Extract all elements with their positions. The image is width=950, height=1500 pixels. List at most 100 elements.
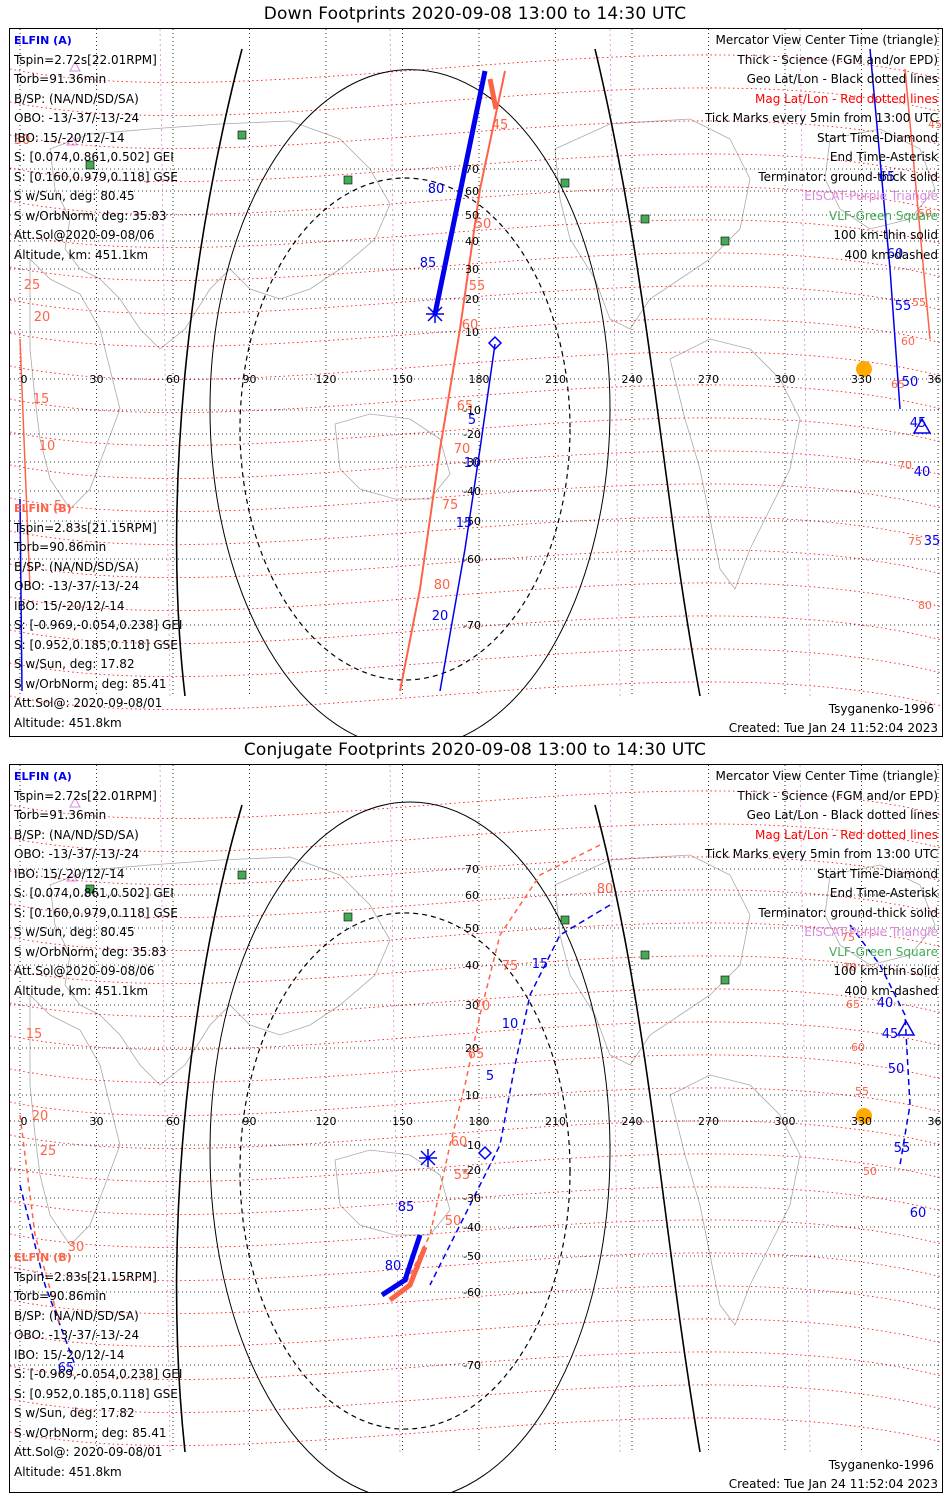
eiscat-purple-triangle: [66, 134, 78, 146]
vlf-green-square: [720, 236, 730, 246]
mag-lat-line: [10, 384, 942, 413]
lat-tick-label: -60: [463, 553, 481, 566]
mag-lat-line: [10, 1384, 942, 1413]
mag-lat-line: [10, 1417, 942, 1446]
eiscat-lines: [159, 29, 811, 697]
mag-lat-label: 15: [33, 392, 50, 407]
mag-lat-label: 60: [451, 1135, 468, 1150]
elfin-a-science-track: [380, 1234, 423, 1298]
elfin-a-time-label: 55: [894, 1141, 911, 1156]
elfin-a-time-label: 85: [420, 256, 437, 271]
vlf-green-square: [237, 130, 247, 140]
mag-lat-label: 80: [434, 578, 451, 593]
mag-lat-line: [10, 1186, 942, 1215]
model-name: Tsyganenko-1996: [828, 702, 934, 716]
elfin-a-time-label: 85: [398, 1200, 415, 1215]
mag-lat-line: [10, 648, 942, 677]
elfin-a-time-label: 10: [502, 1017, 519, 1032]
fov-100km-ellipse: [209, 69, 611, 736]
start-diamond-icon: [477, 1145, 493, 1161]
fov-400km-ellipse: [239, 177, 571, 681]
fov-400km-ellipse: [239, 912, 571, 1430]
lat-tick-label: -70: [463, 619, 481, 632]
mag-lat-label: 70: [454, 442, 471, 457]
continent-outline: [49, 856, 391, 1086]
info-line: S w/Sun, deg: 17.82: [14, 1406, 135, 1420]
created-timestamp: Created: Tue Jan 24 11:52:04 2023: [728, 721, 938, 735]
legend-entry: Thick - Science (FGM and/or EPD): [737, 52, 938, 67]
vlf-green-square: [720, 975, 730, 985]
elfin-b-time-label: 65: [891, 378, 905, 391]
legend-entry: Tick Marks every 5min from 13:00 UTC: [704, 111, 938, 125]
eiscat-meridian: [609, 765, 621, 1453]
lon-tick-label: 330: [851, 1115, 872, 1128]
elfin-b-info-block: ELFIN (B) Tspin=2.83s[21.15RPM] Torb=90.86…: [14, 1248, 182, 1482]
lon-tick-label: 330: [851, 373, 872, 386]
lat-tick-label: 70: [465, 863, 479, 876]
elfin-a-time-label: 15: [456, 516, 473, 531]
vlf-stations: [85, 130, 730, 246]
mag-lat-label: 70: [474, 999, 491, 1014]
lat-tick-label: -50: [463, 1250, 481, 1263]
elfin-b-time-labels: 45 50 55 60 65 70 75 80: [891, 118, 942, 612]
elfin-a-time-label: 65: [58, 1361, 75, 1376]
lat-tick-label: 10: [465, 1089, 479, 1102]
mag-lat-line: [10, 417, 942, 446]
vlf-green-square: [560, 915, 570, 925]
terminator-curve-west: [175, 48, 243, 697]
lat-tick-label: -20: [463, 428, 481, 441]
lat-tick-label: 20: [465, 293, 479, 306]
panel-1-map: 0306090120150180210240270300330360706050…: [9, 28, 943, 737]
elfin-b-track-west: [19, 1114, 61, 1326]
info-line: Torb=91.36min: [14, 72, 107, 86]
continent-outline: [49, 120, 391, 350]
elfin-a-time-label: 45: [882, 1027, 899, 1042]
legend-entry: Mag Lat/Lon - Red dotted lines: [754, 91, 938, 106]
elfin-b-name: ELFIN (B): [14, 502, 72, 515]
info-line: B/SP: (NA/ND/SD/SA): [14, 91, 139, 106]
info-line: B/SP: (NA/ND/SD/SA): [14, 827, 139, 842]
elfin-a-time-label: 35: [924, 534, 941, 549]
legend-block: Mercator View Center Time (triangle) Thic…: [705, 767, 938, 1001]
info-line: S w/OrbNorm, deg: 35.83: [14, 944, 167, 959]
lon-tick-label: 120: [316, 373, 337, 386]
lon-tick-label: 360: [928, 1115, 943, 1128]
eiscat-purple-triangle: [66, 870, 78, 882]
elfin-a-time-label: 80: [385, 1259, 402, 1274]
elfin-a-info-block: ELFIN (A) Tspin=2.72s[22.01RPM] Torb=91.36…: [14, 767, 178, 1001]
elfin-a-time-label: 20: [432, 609, 449, 624]
lon-tick-label: 240: [622, 373, 643, 386]
mag-lat-label: 55: [469, 279, 486, 294]
lon-tick-label: 210: [545, 373, 566, 386]
elfin-a-time-label: 10: [464, 456, 481, 471]
lon-tick-label: 270: [698, 1115, 719, 1128]
info-line: S: [-0.969,-0.054,0.238] GEI: [14, 1367, 183, 1381]
legend-entry: Terminator: ground-thick solid: [758, 905, 938, 920]
info-line: OBO: -13/-37/-13/-24: [14, 579, 140, 593]
legend-entry: Terminator: ground-thick solid: [758, 169, 938, 184]
mag-lat-line: [10, 120, 942, 149]
elfin-a-name: ELFIN (A): [14, 770, 72, 783]
info-line: B/SP: (NA/ND/SD/SA): [14, 1308, 139, 1323]
legend-entry: Geo Lat/Lon - Black dotted lines: [746, 72, 938, 86]
elfin-a-time-label: 15: [532, 957, 549, 972]
mag-lat-line: [10, 549, 942, 578]
elfin-b-time-label: 70: [843, 961, 857, 974]
info-line: Tspin=2.83s[21.15RPM]: [14, 520, 157, 535]
elfin-a-track-east: [849, 924, 911, 1166]
mag-lat-line: [10, 615, 942, 644]
mag-lat-line: [10, 1120, 942, 1149]
info-line: S: [0.074,0.861,0.502] GEI: [14, 150, 174, 164]
info-line: Altitude, km: 451.1km: [14, 983, 149, 998]
elfin-a-info-block: ELFIN (A) Tspin=2.72s[22.01RPM] Torb=91.36…: [14, 31, 178, 265]
lat-tick-label: 30: [465, 999, 479, 1012]
mag-lat-label: 45: [492, 118, 509, 133]
elfin-a-time-label: 40: [877, 996, 894, 1011]
elfin-a-time-label: 60: [910, 1206, 927, 1221]
elfin-b-time-label: 65: [846, 998, 860, 1011]
map-canvas: 0306090120150180210240270300330360706050…: [10, 29, 942, 736]
elfin-b-name: ELFIN (B): [14, 1251, 72, 1264]
info-line: IBO: 15/-20/12/-14: [14, 130, 125, 145]
lat-tick-label: -50: [463, 515, 481, 528]
